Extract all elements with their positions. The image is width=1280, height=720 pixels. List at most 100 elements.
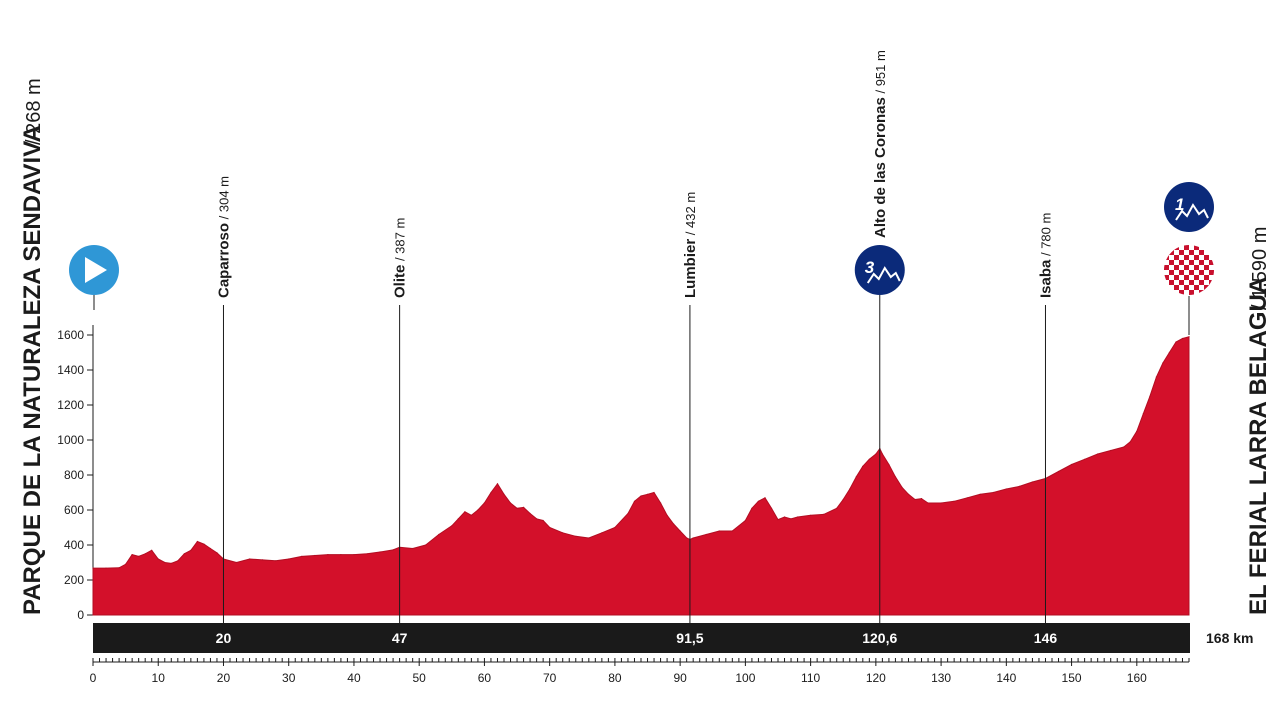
start-altitude: / 268 m [23,78,45,145]
check-square [1174,285,1179,290]
check-square [1179,290,1184,295]
waypoint-label: Olite / 387 m [392,218,409,298]
check-square [1169,280,1174,285]
elevation-point [855,476,857,478]
check-square [1184,245,1189,250]
elevation-point [673,523,675,525]
elevation-point [777,519,779,521]
elevation-point [770,507,773,509]
x-tick-label: 20 [217,671,231,685]
y-tick-label: 400 [64,538,84,552]
elevation-point [340,554,342,556]
bar-km-label: 20 [216,630,232,646]
check-square [1174,255,1179,260]
check-square [1204,265,1209,270]
check-square [1194,275,1199,280]
check-square [1184,275,1189,280]
elevation-point [151,549,153,551]
elevation-point [1005,488,1007,490]
elevation-point [744,519,747,522]
x-tick-label: 80 [608,671,622,685]
elevation-point [170,562,172,565]
elevation-point [366,553,368,555]
elevation-point [751,507,753,509]
elevation-point [953,500,955,502]
check-square [1209,280,1214,285]
elevation-point [588,537,590,539]
x-tick-label: 30 [282,671,296,685]
elevation-point [1155,376,1157,378]
elevation-point [529,512,531,515]
elevation-point [731,530,733,532]
category-1-climb-icon: 1 [1164,182,1214,232]
waypoint-label: Alto de las Coronas / 951 m [872,50,889,238]
check-square [1189,270,1194,275]
elevation-point [894,476,897,478]
elevation-point [536,518,538,520]
elevation-point [1110,449,1112,452]
elevation-point [138,555,140,558]
elevation-point [483,502,485,504]
waypoint-altitude: / 951 m [873,50,888,97]
elevation-point [790,518,792,520]
check-square [1169,250,1174,255]
elevation-point [1031,481,1033,483]
check-square [1199,250,1204,255]
elevation-point [836,507,838,509]
total-distance: 168 km [1206,630,1253,646]
x-tick-label: 10 [152,671,166,685]
waypoint-label: Isaba / 780 m [1037,213,1054,298]
elevation-point [660,502,662,504]
elevation-point [1136,430,1138,432]
mountain-icon [866,266,901,284]
x-tick-label: 40 [347,671,361,685]
elevation-point [314,554,316,557]
elevation-point [562,532,564,534]
elevation-point [327,554,329,556]
elevation-point [235,561,238,564]
waypoint-name: Lumbier [682,239,699,298]
elevation-point [1018,485,1021,487]
elevation-point [249,558,251,560]
bar-km-label: 120,6 [862,630,897,646]
elevation-point [509,502,512,504]
elevation-point [92,567,94,569]
bar-km-label: 47 [392,630,408,646]
waypoint-name: Caparroso [215,223,232,298]
checkered-finish-icon [1164,245,1214,295]
check-square [1164,265,1169,270]
check-square [1169,260,1174,265]
elevation-point [575,535,577,537]
x-tick-label: 160 [1127,671,1147,685]
y-tick-label: 1400 [57,363,84,377]
check-square [1184,255,1189,260]
check-square [1169,270,1174,275]
elevation-point [183,553,185,555]
check-square [1209,260,1214,265]
elevation-point [757,500,760,502]
waypoint-label: Lumbier / 432 m [682,192,699,298]
check-square [1164,285,1169,290]
elevation-point [470,514,472,516]
elevation-point [542,519,544,522]
elevation-point [451,525,453,527]
elevation-point [686,537,688,539]
check-square [1194,265,1199,270]
elevation-point [203,543,205,545]
start-name: PARQUE DE LA NATURALEZA SENDAVIVA [19,125,46,615]
waypoint-markers: Caparroso / 304 m Olite / 387 m Lumbier / … [215,50,1054,623]
elevation-point [992,491,994,494]
elevation-point [523,506,525,508]
elevation-point [633,500,636,502]
check-square [1179,250,1184,255]
elevation-point [927,502,929,504]
elevation-point [353,554,355,556]
elevation-point [1129,441,1131,443]
finish-name: EL FERIAL LARRA BELAGUA [1245,277,1272,615]
check-square [1164,245,1169,250]
y-tick-label: 1200 [57,398,84,412]
elevation-point [490,491,492,494]
elevation-point [966,497,968,499]
x-tick-label: 60 [478,671,492,685]
